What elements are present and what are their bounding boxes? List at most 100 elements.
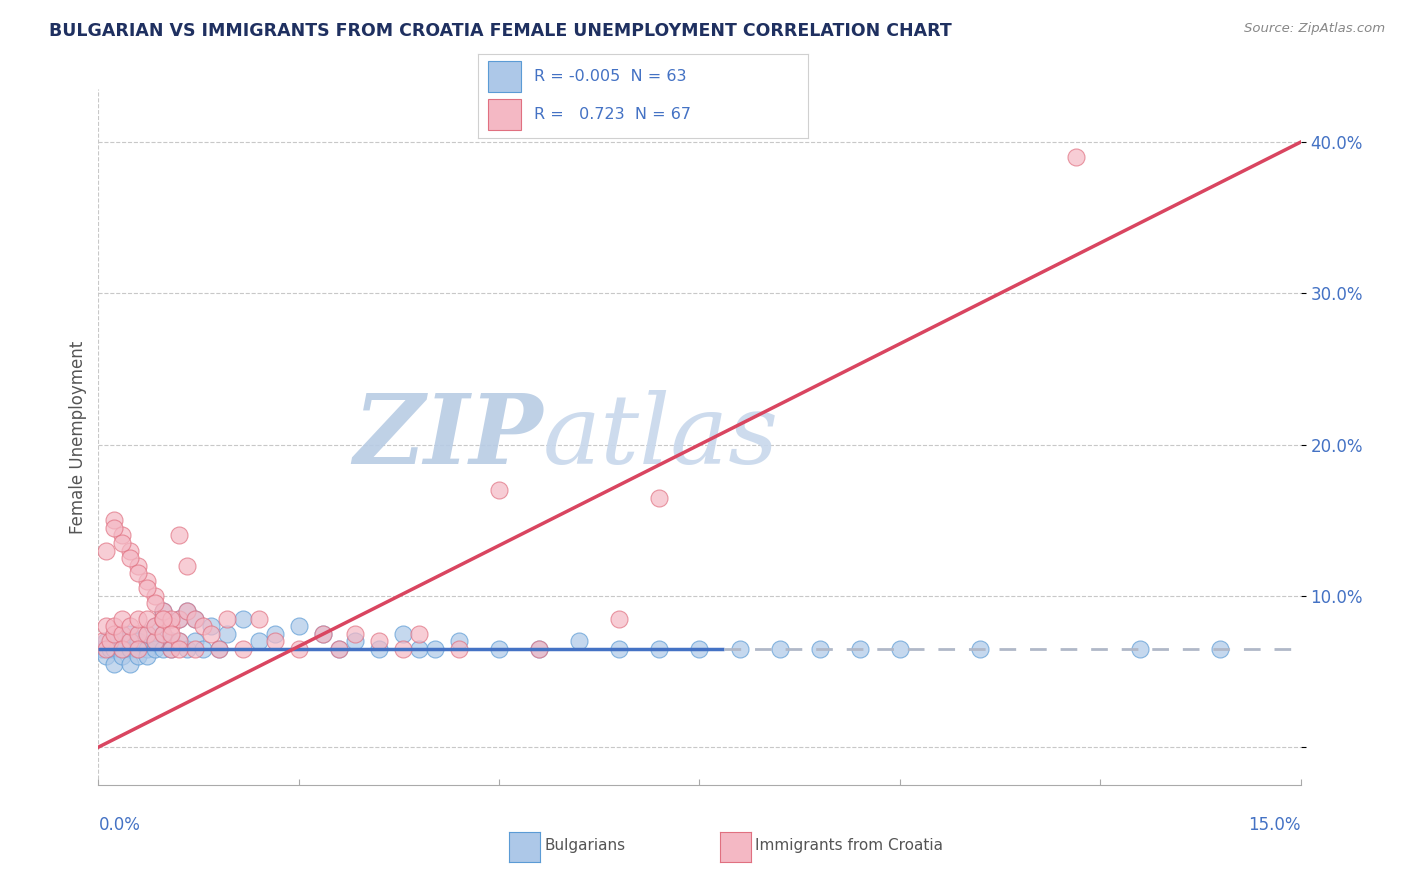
Text: ZIP: ZIP <box>353 390 543 484</box>
Point <box>167 634 190 648</box>
Point <box>152 604 174 618</box>
Text: R =   0.723  N = 67: R = 0.723 N = 67 <box>534 107 692 122</box>
Point <box>96 649 118 664</box>
Point <box>103 513 125 527</box>
Text: 15.0%: 15.0% <box>1249 816 1301 834</box>
Point <box>408 641 430 656</box>
Text: Immigrants from Croatia: Immigrants from Croatia <box>755 838 943 853</box>
Point <box>263 634 285 648</box>
Point <box>152 641 174 656</box>
Point <box>247 611 270 625</box>
Point <box>1064 150 1087 164</box>
Point <box>111 626 134 640</box>
Point <box>128 649 150 664</box>
Point <box>103 619 125 633</box>
Point <box>200 626 222 640</box>
Point <box>849 641 872 656</box>
Point <box>143 589 166 603</box>
Point <box>232 641 254 656</box>
Point <box>120 543 142 558</box>
Point <box>167 528 190 542</box>
Point <box>529 641 551 656</box>
Bar <box>488 99 522 130</box>
Point <box>143 597 166 611</box>
Point <box>1129 641 1152 656</box>
Point <box>889 641 911 656</box>
Point <box>111 641 134 656</box>
Point <box>609 611 631 625</box>
Point <box>143 619 166 633</box>
Point <box>100 641 122 656</box>
Point <box>159 641 181 656</box>
Point <box>152 626 174 640</box>
Point <box>128 641 150 656</box>
Point <box>143 634 166 648</box>
Point <box>167 634 190 648</box>
Point <box>111 649 134 664</box>
Point <box>392 626 415 640</box>
Point <box>1209 641 1232 656</box>
Point <box>159 634 181 648</box>
Point <box>103 521 125 535</box>
Point <box>120 626 142 640</box>
Point <box>688 641 710 656</box>
Point <box>392 641 415 656</box>
Point <box>176 604 198 618</box>
Point <box>143 634 166 648</box>
Point <box>159 619 181 633</box>
Point <box>167 611 190 625</box>
Point <box>183 634 205 648</box>
Point <box>167 641 190 656</box>
Point <box>120 634 142 648</box>
Point <box>167 611 190 625</box>
Point <box>159 611 181 625</box>
Point <box>152 626 174 640</box>
Point <box>343 634 366 648</box>
Point <box>135 641 157 656</box>
Point <box>969 641 991 656</box>
Point <box>176 641 198 656</box>
Point <box>159 641 181 656</box>
Point <box>120 657 142 671</box>
Point <box>312 626 335 640</box>
Point <box>312 626 335 640</box>
Bar <box>488 62 522 92</box>
Point <box>263 626 285 640</box>
Point <box>728 641 751 656</box>
Point <box>100 634 122 648</box>
Point <box>128 566 150 581</box>
Point <box>111 528 134 542</box>
Point <box>111 611 134 625</box>
Point <box>208 641 231 656</box>
Point <box>568 634 591 648</box>
Point <box>128 558 150 573</box>
Point <box>183 611 205 625</box>
Text: Source: ZipAtlas.com: Source: ZipAtlas.com <box>1244 22 1385 36</box>
Point <box>609 641 631 656</box>
Point <box>288 641 311 656</box>
Point <box>111 641 134 656</box>
Point <box>135 574 157 588</box>
Point <box>288 619 311 633</box>
Text: Bulgarians: Bulgarians <box>544 838 626 853</box>
Point <box>103 641 125 656</box>
Text: 0.0%: 0.0% <box>98 816 141 834</box>
Point <box>96 634 118 648</box>
Point <box>135 611 157 625</box>
Point <box>183 641 205 656</box>
Point <box>200 619 222 633</box>
Point <box>648 491 671 505</box>
Point <box>343 626 366 640</box>
Point <box>120 551 142 566</box>
Point <box>808 641 831 656</box>
Y-axis label: Female Unemployment: Female Unemployment <box>69 341 87 533</box>
Point <box>135 649 157 664</box>
Point <box>91 641 114 656</box>
Point <box>183 611 205 625</box>
Point <box>208 641 231 656</box>
Point <box>232 611 254 625</box>
Point <box>135 626 157 640</box>
Point <box>328 641 350 656</box>
Point <box>408 626 430 640</box>
Point <box>96 543 118 558</box>
